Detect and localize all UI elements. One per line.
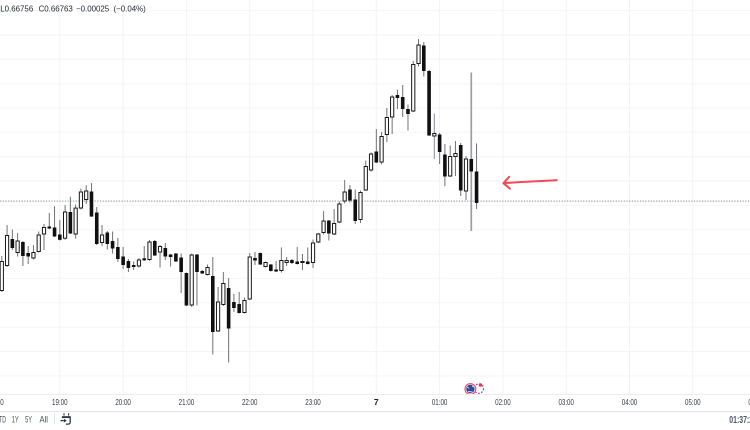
svg-text:06:00: 06:00 (748, 397, 750, 407)
svg-text:20:00: 20:00 (115, 397, 131, 407)
svg-text:18:00: 18:00 (0, 397, 4, 407)
svg-text:TD: TD (0, 414, 6, 424)
svg-text:L0.66756: L0.66756 (0, 5, 34, 14)
svg-text:22:00: 22:00 (242, 397, 258, 407)
svg-text:23:00: 23:00 (305, 397, 321, 407)
svg-text:−0.00025: −0.00025 (76, 5, 110, 14)
svg-text:05:00: 05:00 (685, 397, 701, 407)
svg-text:21:00: 21:00 (179, 397, 195, 407)
svg-text:01:00: 01:00 (432, 397, 448, 407)
svg-text:04:00: 04:00 (622, 397, 638, 407)
svg-text:5Y: 5Y (25, 414, 32, 424)
svg-text:All: All (40, 414, 49, 424)
svg-text:(−0.04%): (−0.04%) (114, 5, 147, 14)
svg-text:02:00: 02:00 (495, 397, 511, 407)
svg-text:C0.66763: C0.66763 (39, 5, 74, 14)
svg-text:1Y: 1Y (12, 414, 19, 424)
svg-text:19:00: 19:00 (52, 397, 68, 407)
svg-text:03:00: 03:00 (558, 397, 574, 407)
svg-text:7: 7 (374, 397, 379, 407)
svg-text:01:37:24: 01:37:24 (729, 415, 750, 426)
